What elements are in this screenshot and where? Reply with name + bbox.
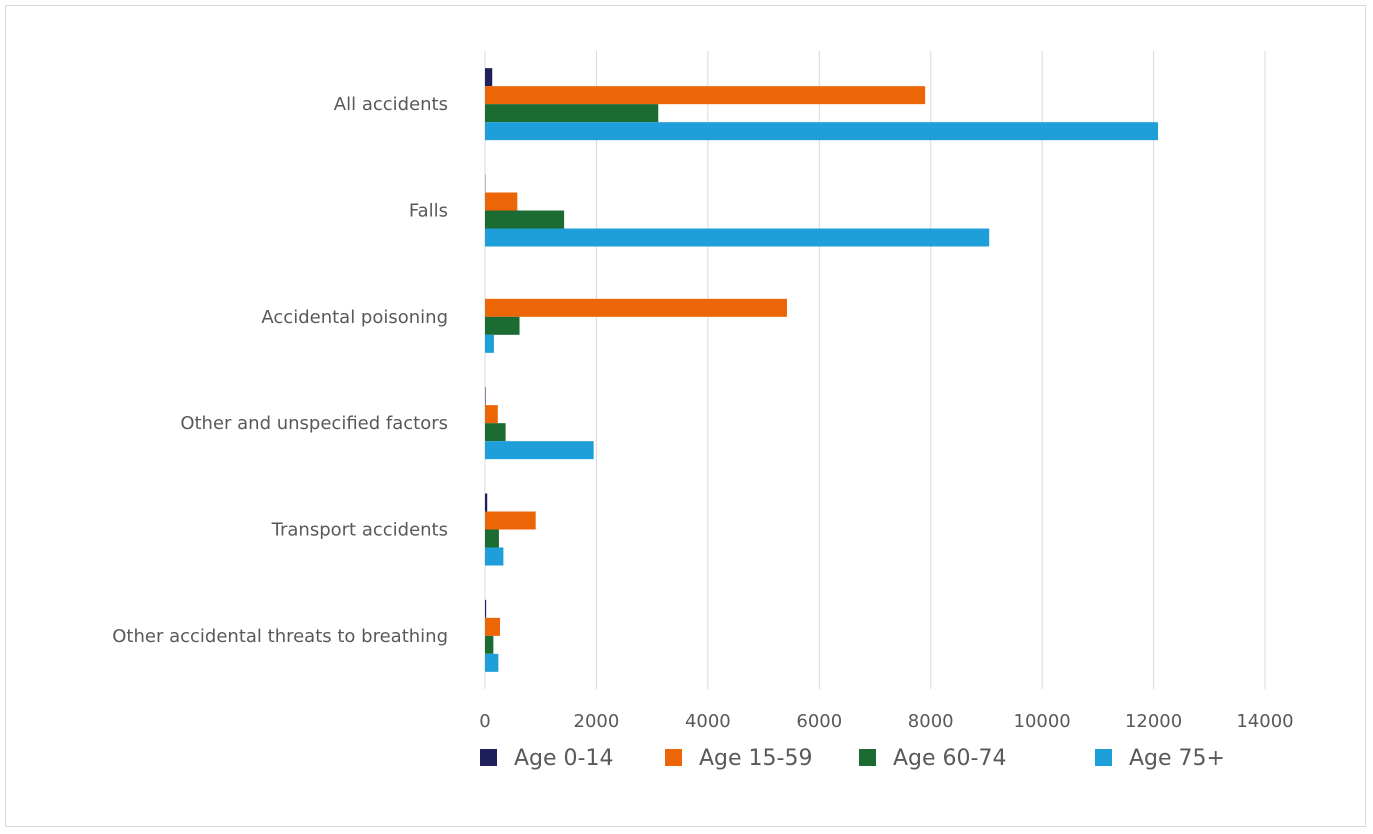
x-tick-label: 4000 — [685, 711, 731, 732]
x-tick-label: 0 — [479, 711, 490, 732]
bar-age-75- — [485, 228, 990, 247]
bar-age-15-59 — [485, 192, 518, 211]
category-label: Accidental poisoning — [261, 307, 448, 328]
x-tick-label: 10000 — [1014, 711, 1071, 732]
bar-age-60-74 — [485, 635, 494, 654]
legend-label: Age 15-59 — [699, 746, 812, 771]
x-tick-label: 12000 — [1125, 711, 1182, 732]
x-tick-label: 8000 — [908, 711, 954, 732]
legend-swatch — [859, 749, 876, 766]
bar-age-75- — [485, 334, 494, 353]
legend-label: Age 0-14 — [514, 746, 613, 771]
bar-chart: 0 2000 4000 6000 8000 10000 12000 14000 All acci… — [112, 51, 1294, 771]
bar-age-0-14 — [485, 387, 486, 406]
bar-age-15-59 — [485, 405, 498, 424]
bar-age-15-59 — [485, 617, 501, 636]
bar-age-15-59 — [485, 511, 536, 530]
bar-age-75- — [485, 441, 594, 460]
x-tick-label: 14000 — [1236, 711, 1293, 732]
bar-age-15-59 — [485, 86, 926, 105]
bar-age-0-14 — [485, 599, 487, 618]
legend-swatch — [665, 749, 682, 766]
legend-swatch — [480, 749, 497, 766]
x-tick-label: 2000 — [574, 711, 620, 732]
legend-label: Age 60-74 — [893, 746, 1006, 771]
category-label: Other and unspecified factors — [180, 413, 448, 434]
legend-swatch — [1095, 749, 1112, 766]
bar-age-60-74 — [485, 529, 499, 548]
bar-age-60-74 — [485, 423, 506, 442]
category-label: Transport accidents — [271, 520, 448, 541]
bar-age-0-14 — [485, 68, 493, 87]
bar-age-75- — [485, 547, 504, 566]
bar-age-60-74 — [485, 210, 565, 229]
legend-label: Age 75+ — [1129, 746, 1225, 771]
bar-age-60-74 — [485, 316, 520, 335]
bar-age-15-59 — [485, 298, 787, 317]
category-label: All accidents — [334, 94, 448, 115]
bar-age-75- — [485, 653, 499, 672]
bar-age-60-74 — [485, 104, 659, 123]
bar-age-75- — [485, 122, 1159, 141]
x-tick-label: 6000 — [796, 711, 842, 732]
category-label: Other accidental threats to breathing — [112, 626, 448, 647]
bar-age-0-14 — [485, 493, 488, 512]
chart-frame: 0 2000 4000 6000 8000 10000 12000 14000 All acci… — [5, 5, 1366, 827]
category-label: Falls — [409, 201, 448, 222]
